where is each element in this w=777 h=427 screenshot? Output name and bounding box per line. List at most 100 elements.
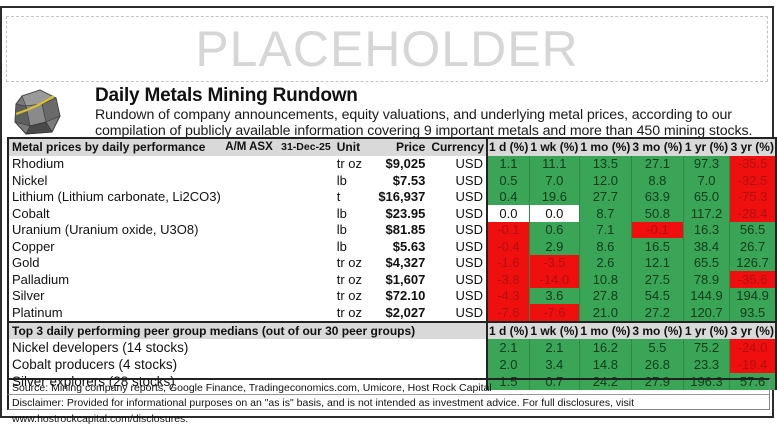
- metal-change-3mo: 12.1: [631, 254, 684, 271]
- peer-change-1d: 2.0: [485, 356, 530, 373]
- metal-change-3yr: -35.5: [729, 155, 777, 172]
- ore-rock-logo-icon: [14, 89, 61, 135]
- metals-header-title: Metal prices by daily performance: [12, 140, 206, 155]
- metal-unit: lb: [336, 172, 347, 188]
- metal-row: Copper lb $5.63 USD -0.4 2.9 8.6 16.5 38.4 26.7: [7, 238, 777, 255]
- peer-change-1yr: 196.3: [683, 373, 731, 390]
- metal-change-3yr: -32.5: [729, 172, 777, 189]
- metal-change-3mo: 27.5: [631, 271, 684, 288]
- metal-change-1mo: 21.0: [579, 304, 632, 322]
- metal-change-1wk: 11.1: [529, 155, 580, 172]
- metal-price: $7.53: [392, 172, 426, 188]
- metal-currency: USD: [455, 189, 483, 205]
- metal-price: $1,607: [385, 271, 426, 287]
- metal-name: Platinum: [7, 304, 334, 322]
- disclaimer-note: Disclaimer: Provided for informational p…: [7, 394, 770, 425]
- metals-header-label: Metal prices by daily performance: [6, 137, 223, 156]
- peer-group-row: Nickel developers (14 stocks) 2.1 2.1 16.2 5…: [7, 339, 777, 356]
- peer-period-header-3mo: 3 mo (%): [631, 320, 684, 339]
- metal-name: Lithium (Lithium carbonate, Li2CO3): [7, 188, 334, 205]
- metal-name: Rhodium: [7, 155, 334, 172]
- metal-currency: USD: [455, 222, 483, 238]
- metal-change-1wk: -7.6: [529, 304, 580, 322]
- metal-currency: USD: [455, 156, 483, 172]
- peer-group-name: Cobalt producers (4 stocks): [7, 356, 487, 373]
- metal-unit: tr oz: [336, 255, 363, 271]
- period-header-1yr: 1 yr (%): [683, 137, 730, 156]
- peer-header-row: Top 3 daily performing peer group median…: [7, 320, 777, 339]
- metal-change-3yr: -28.4: [729, 205, 777, 222]
- metal-unit: tr oz: [336, 156, 363, 172]
- report-subtitle: Rundown of company announcements, equity…: [95, 107, 753, 139]
- metal-row: Palladium tr oz $1,607 USD -3.8 -14.0 10.8 27.5…: [7, 271, 777, 288]
- period-header-3yr: 3 yr (%): [729, 137, 777, 156]
- metal-change-3yr: 93.5: [729, 304, 777, 322]
- unit-header: Unit: [333, 137, 375, 156]
- metal-row: Lithium (Lithium carbonate, Li2CO3) t $16,…: [7, 188, 777, 205]
- metal-change-1wk: 3.6: [529, 287, 580, 304]
- metal-change-1yr: 78.9: [683, 271, 731, 288]
- peer-change-1d: 1.5: [485, 373, 530, 390]
- metal-currency: USD: [455, 172, 483, 188]
- metal-currency: USD: [455, 205, 483, 221]
- metal-row: Cobalt lb $23.95 USD 0.0 0.0 8.7 50.8 117.2 -28.4: [7, 205, 777, 222]
- metal-row: Uranium (Uranium oxide, U3O8) lb $81.85 USD…: [7, 221, 777, 238]
- metal-change-1yr: 97.3: [683, 155, 731, 172]
- metal-price: $72.10: [385, 288, 426, 304]
- metal-change-1wk: 0.0: [529, 205, 580, 222]
- peer-change-1d: 2.1: [485, 339, 530, 356]
- metal-change-1wk: 0.6: [529, 221, 580, 238]
- period-header-3mo: 3 mo (%): [631, 137, 684, 156]
- metal-row: Silver tr oz $72.10 USD -4.3 3.6 27.8 54.5 144.9…: [7, 287, 777, 304]
- metal-change-1mo: 27.7: [579, 188, 632, 205]
- metals-header-row: Metal prices by daily performance A/M AS…: [6, 137, 777, 156]
- metal-change-1d: 0.0: [485, 205, 530, 222]
- metal-change-3mo: 27.1: [631, 155, 684, 172]
- metal-price: $23.95: [385, 205, 426, 221]
- metal-change-1yr: 7.0: [683, 172, 731, 189]
- metal-currency: USD: [455, 304, 483, 320]
- metal-unit: lb: [336, 238, 347, 254]
- metal-price: $5.63: [392, 238, 426, 254]
- metal-change-1d: -7.6: [485, 304, 530, 322]
- metal-change-3mo: 16.5: [631, 238, 684, 255]
- metal-change-3mo: -0.1: [631, 221, 684, 238]
- metal-change-1mo: 8.7: [579, 205, 632, 222]
- metal-change-1d: -0.4: [485, 238, 530, 255]
- metal-change-1yr: 65.5: [683, 254, 731, 271]
- peer-change-1wk: 3.4: [529, 356, 580, 373]
- metal-change-3mo: 63.9: [631, 188, 684, 205]
- peer-change-3yr: -24.0: [729, 339, 777, 356]
- metal-currency: USD: [455, 288, 483, 304]
- metal-change-1d: -1.6: [485, 254, 530, 271]
- metal-change-3yr: -35.6: [729, 271, 777, 288]
- metal-price: $4,327: [385, 255, 426, 271]
- metal-price: $16,937: [378, 189, 426, 205]
- metal-change-1yr: 16.3: [683, 221, 731, 238]
- peer-group-name: Nickel developers (14 stocks): [7, 339, 487, 356]
- metal-change-3yr: 26.7: [729, 238, 777, 255]
- currency-header: Currency: [428, 137, 487, 156]
- metal-currency: USD: [455, 255, 483, 271]
- peer-change-3mo: 5.5: [631, 339, 684, 356]
- peer-change-3mo: 27.9: [631, 373, 684, 390]
- peer-change-1mo: 16.2: [579, 339, 632, 356]
- metal-name: Gold: [7, 254, 334, 271]
- metal-unit: tr oz: [336, 304, 363, 320]
- session-label: A/M ASX: [222, 137, 279, 156]
- metal-name: Silver: [7, 287, 334, 304]
- metal-change-1wk: -3.5: [529, 254, 580, 271]
- metal-name: Palladium: [7, 271, 334, 288]
- metal-change-1yr: 120.7: [683, 304, 731, 322]
- peer-period-header-1wk: 1 wk (%): [529, 320, 580, 339]
- period-header-1d: 1 d (%): [485, 137, 530, 156]
- metal-change-1d: -0.1: [485, 221, 530, 238]
- metal-change-1mo: 8.6: [579, 238, 632, 255]
- peer-change-3yr: -19.4: [729, 356, 777, 373]
- metal-change-1wk: 19.6: [529, 188, 580, 205]
- period-header-1wk: 1 wk (%): [529, 137, 580, 156]
- metal-change-1mo: 7.1: [579, 221, 632, 238]
- peer-change-1wk: 0.7: [529, 373, 580, 390]
- metal-unit: tr oz: [336, 271, 363, 287]
- peer-change-3mo: 26.8: [631, 356, 684, 373]
